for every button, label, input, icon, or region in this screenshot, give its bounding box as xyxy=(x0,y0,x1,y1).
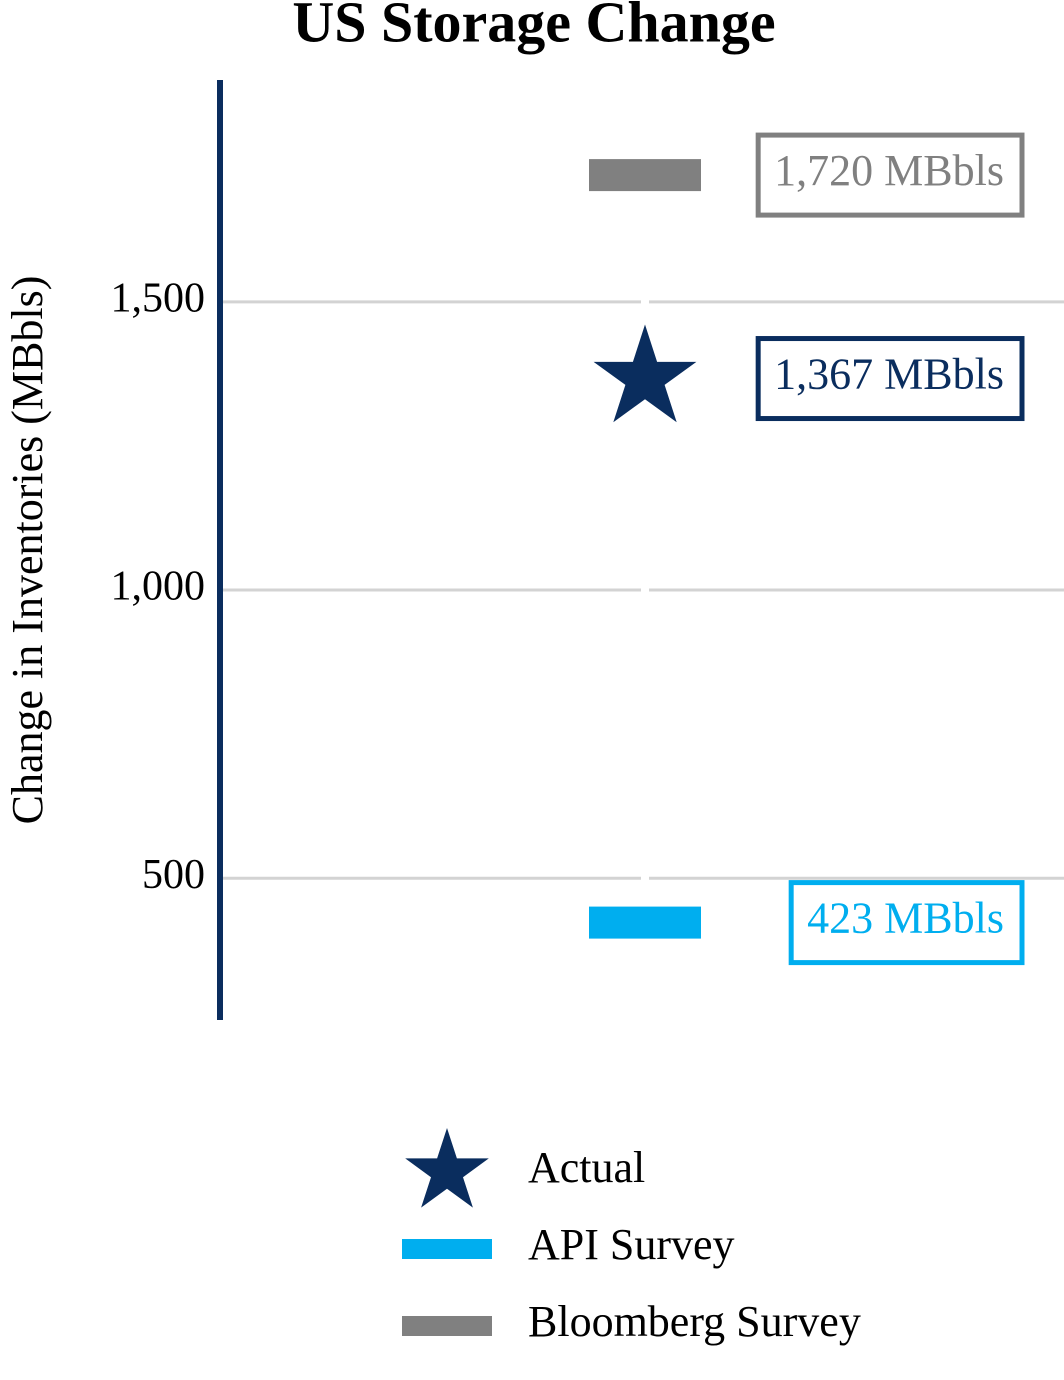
legend-label: Bloomberg Survey xyxy=(528,1297,861,1346)
y-tick-label: 1,000 xyxy=(111,564,206,610)
legend-label: Actual xyxy=(528,1143,645,1192)
y-tick-label: 1,500 xyxy=(111,276,206,322)
y-axis-label: Change in Inventories (MBbls) xyxy=(3,276,52,825)
y-tick-label: 500 xyxy=(142,852,205,898)
value-label: 1,367 MBbls xyxy=(774,350,1004,399)
star-marker xyxy=(593,324,697,423)
value-label-box xyxy=(755,132,1025,218)
chart-title: US Storage Change xyxy=(292,0,775,54)
value-label-box xyxy=(788,880,1025,966)
bar-marker xyxy=(402,1316,492,1336)
star-marker xyxy=(405,1128,489,1208)
bar-marker xyxy=(589,159,701,192)
bar-marker xyxy=(589,906,701,939)
value-label: 1,720 MBbls xyxy=(774,146,1004,195)
legend-label: API Survey xyxy=(528,1220,735,1269)
value-label-box xyxy=(755,336,1025,422)
value-label: 423 MBbls xyxy=(807,894,1004,943)
bar-marker xyxy=(402,1239,492,1259)
